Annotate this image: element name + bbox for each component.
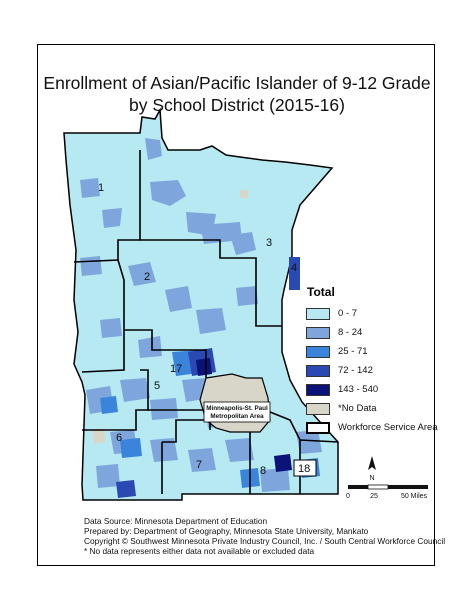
- district-8-24: [138, 336, 162, 358]
- legend-item: 0 - 7: [306, 305, 446, 322]
- district-no-data: [92, 428, 106, 444]
- district-72-142: [116, 480, 136, 498]
- district-8-24: [225, 438, 254, 462]
- no-data-note: * No data represents either data not ava…: [84, 546, 315, 556]
- district-8-24: [150, 180, 186, 206]
- district-8-24: [200, 222, 242, 244]
- district-25-71: [120, 438, 142, 458]
- district-no-data: [240, 190, 248, 198]
- scale-label: 0: [346, 493, 350, 500]
- district-8-24: [80, 256, 102, 276]
- region-label-1: 1: [98, 182, 104, 194]
- region-label-2: 2: [144, 271, 150, 283]
- region-label-17: 17: [170, 363, 182, 375]
- prepared-by: Prepared by: Department of Geography, Mi…: [84, 526, 369, 536]
- legend-label: 0 - 7: [338, 308, 358, 319]
- copyright: Copyright © Southwest Minnesota Private …: [84, 536, 446, 546]
- data-source: Data Source: Minnesota Department of Edu…: [84, 516, 268, 526]
- legend-swatch: [306, 345, 330, 358]
- legend-label: *No Data: [338, 403, 377, 414]
- legend-item: 8 - 24: [306, 324, 446, 341]
- workforce-boundaries: [73, 150, 339, 494]
- legend-label: 72 - 142: [338, 365, 373, 376]
- region-label-6: 6: [116, 432, 122, 444]
- district-8-24: [196, 308, 226, 334]
- scale-bar: 0 25 50 Miles: [346, 484, 428, 500]
- region-label-7: 7: [196, 459, 202, 471]
- district-8-24: [236, 286, 258, 306]
- district-8-24: [296, 430, 322, 454]
- district-8-24: [102, 208, 122, 228]
- legend-item: 143 - 540: [306, 381, 446, 398]
- legend-swatch-workforce: [306, 421, 330, 434]
- legend-item: 72 - 142: [306, 362, 446, 379]
- district-8-24: [260, 468, 290, 492]
- north-arrow-icon: N: [368, 456, 376, 482]
- legend-item: *No Data: [306, 400, 446, 417]
- legend-label: 143 - 540: [338, 384, 379, 395]
- legend-swatch: [306, 364, 330, 377]
- district-72-142: [289, 257, 300, 290]
- map-title-line2: by School District (2015-16): [129, 95, 345, 115]
- district-143-540: [274, 454, 292, 472]
- region-label-18: 18: [298, 463, 310, 475]
- legend-label: 25 - 71: [338, 346, 368, 357]
- scale-label: 25: [370, 493, 378, 500]
- district-8-24: [96, 464, 120, 488]
- metro-label-box: [203, 401, 271, 423]
- legend-title: Total: [307, 285, 335, 299]
- legend-swatch: [306, 383, 330, 396]
- map-notes: Data Source: Minnesota Department of Edu…: [84, 516, 446, 556]
- region-label-3: 3: [266, 237, 272, 249]
- metro-label-line2: Metropolitan Area: [210, 413, 264, 420]
- legend-swatch: [306, 307, 330, 320]
- region-labels: 1 2 3 4 5 6 7 8 17: [98, 182, 297, 477]
- district-8-24: [128, 262, 156, 286]
- region-label-5: 5: [154, 380, 160, 392]
- district-8-24: [120, 378, 150, 402]
- legend-item: 25 - 71: [306, 343, 446, 360]
- district-8-24: [145, 138, 162, 160]
- legend-swatch: [306, 402, 330, 415]
- legend-swatch: [306, 326, 330, 339]
- district-143-540: [196, 358, 212, 376]
- legend-label-workforce: Workforce Service Area: [338, 422, 438, 433]
- district-8-24: [165, 286, 192, 312]
- district-8-24: [150, 398, 178, 420]
- metro-label-line1: Minneapolis-St. Paul: [206, 405, 268, 412]
- district-8-24: [150, 438, 178, 462]
- scale-label: 50 Miles: [401, 493, 428, 500]
- legend-label: 8 - 24: [338, 327, 363, 338]
- district-8-24: [188, 448, 216, 472]
- district-25-71: [100, 396, 118, 414]
- region-18-box: [293, 459, 317, 477]
- legend: Total 0 - 7 8 - 24 25 - 71 72 - 142 143 …: [306, 285, 446, 438]
- legend-item: Workforce Service Area: [306, 419, 446, 436]
- map-title-line1: Enrollment of Asian/Pacific Islander of …: [43, 73, 431, 93]
- north-label: N: [369, 475, 374, 482]
- region-label-4: 4: [291, 262, 297, 274]
- region-label-8: 8: [260, 465, 266, 477]
- district-8-24: [100, 318, 122, 338]
- district-8-24: [80, 178, 100, 198]
